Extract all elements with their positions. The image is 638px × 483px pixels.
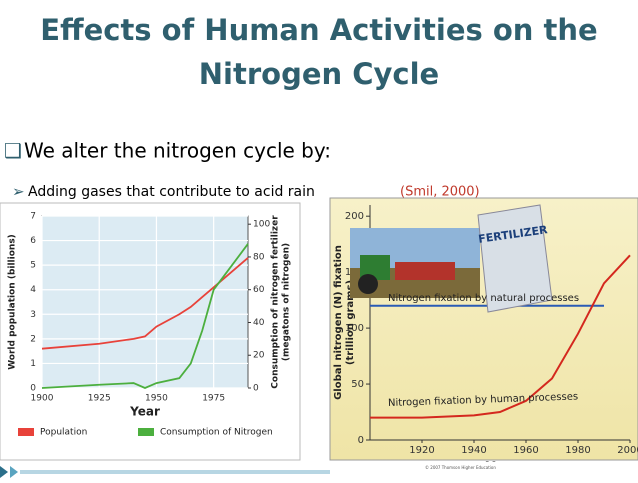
x-tick-label: 1960 [513, 445, 538, 456]
x-tick-label: 1940 [461, 445, 486, 456]
citation: (Smil, 2000) [400, 185, 480, 200]
series-line [370, 254, 631, 419]
x-tick-label: 2000 [617, 445, 638, 456]
footer-deco [0, 466, 8, 478]
wheel [358, 274, 378, 294]
footer-deco [10, 466, 18, 478]
photo: FERTILIZER [350, 204, 553, 313]
x-tick-label: 1950 [145, 394, 168, 404]
y-tick-label: 1 [30, 359, 36, 369]
x-tick-label: 1900 [31, 394, 54, 404]
bullet: We alter the nitrogen cycle by: [24, 139, 331, 163]
legend-label: Consumption of Nitrogen [160, 428, 273, 438]
legend-label: Population [40, 428, 87, 438]
y-tick-label: 50 [351, 379, 364, 390]
legend-swatch [18, 428, 34, 436]
series-line [41, 257, 249, 350]
y-axis-label: Consumption of nitrogen fertilizer [271, 215, 281, 389]
y-tick-label: 5 [30, 261, 36, 271]
y2-tick-label: 60 [253, 285, 265, 295]
y-axis-label: (trillion grams) [345, 280, 356, 365]
series-line [41, 243, 249, 389]
y-tick-label: 0 [358, 435, 364, 446]
y-tick-label: 100 [345, 323, 364, 334]
plot-area [41, 215, 249, 389]
y2-tick-label: 40 [253, 318, 265, 328]
sub-bullet: Adding gases that contribute to acid rai… [28, 184, 315, 200]
y-tick-label: 3 [30, 310, 36, 320]
x-tick-label: 1975 [202, 394, 225, 404]
y-tick-label: 2 [30, 334, 36, 344]
y2-tick-label: 0 [253, 384, 259, 394]
spreader [395, 262, 455, 280]
x-tick-label: 1980 [565, 445, 590, 456]
y-tick-label: 7 [30, 212, 36, 222]
y-axis-label: (megatons of nitrogen) [282, 243, 292, 361]
y2-tick-label: 100 [253, 220, 270, 230]
title-line: Nitrogen Cycle [199, 57, 439, 91]
fertilizer-bag [477, 204, 553, 313]
y2-tick-label: 80 [253, 252, 265, 262]
legend-swatch [138, 428, 154, 436]
series-annotation: Nitrogen fixation by natural processes [388, 293, 579, 304]
x-axis-label: Year [129, 405, 160, 419]
y-tick-label: 6 [30, 236, 36, 246]
title-line: Effects of Human Activities on the [40, 13, 597, 47]
y-tick-label: 0 [30, 384, 36, 394]
bullet-icon: ❑ [4, 139, 22, 163]
y-tick-label: 200 [345, 211, 364, 222]
y2-tick-label: 20 [253, 351, 265, 361]
y-axis-label: Global nitrogen (N) fixation [333, 245, 344, 400]
x-tick-label: 1920 [409, 445, 434, 456]
x-tick-label: 1925 [88, 394, 111, 404]
y-axis-label: World population (billions) [8, 234, 18, 370]
sub-bullet-icon: ➢ [12, 183, 25, 201]
credit: © 2007 Thomson Higher Education [425, 465, 496, 470]
y-tick-label: 4 [30, 285, 36, 295]
